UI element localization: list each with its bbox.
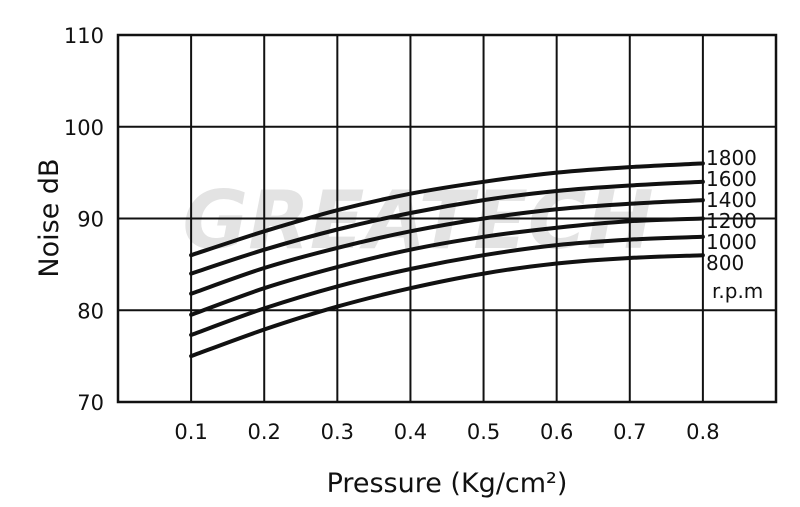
plot-frame <box>116 33 778 404</box>
x-tick-label: 0.3 <box>321 420 354 444</box>
x-tick-label: 0.8 <box>686 420 719 444</box>
series-line-800 <box>189 253 705 359</box>
series-line-1000 <box>189 234 705 337</box>
x-tick-label: 0.7 <box>613 420 646 444</box>
y-tick-label: 110 <box>64 24 104 48</box>
series-label-1400: 1400 <box>706 188 757 212</box>
series-line-1600 <box>189 179 705 276</box>
x-tick-label: 0.5 <box>467 420 500 444</box>
x-tick-label: 0.4 <box>394 420 427 444</box>
series-label-1000: 1000 <box>706 230 757 254</box>
series-curves <box>189 161 705 359</box>
unit-label: r.p.m <box>712 279 763 303</box>
series-line-1800 <box>189 161 705 258</box>
series-line-1400 <box>189 198 705 296</box>
series-label-1800: 1800 <box>706 146 757 170</box>
x-tick-label: 0.2 <box>248 420 281 444</box>
y-tick-label: 90 <box>77 208 104 232</box>
series-label-1600: 1600 <box>706 167 757 191</box>
y-tick-label: 80 <box>77 299 104 323</box>
y-tick-labels: 70 80 90 100 110 <box>64 24 104 415</box>
y-tick-label: 70 <box>77 391 104 415</box>
x-tick-label: 0.6 <box>540 420 573 444</box>
series-label-800: 800 <box>706 251 744 275</box>
series-line-1200 <box>189 216 705 317</box>
x-tick-label: 0.1 <box>174 420 207 444</box>
y-axis-label: Noise dB <box>34 158 65 277</box>
y-tick-label: 100 <box>64 116 104 140</box>
x-tick-labels: 0.1 0.2 0.3 0.4 0.5 0.6 0.7 0.8 <box>174 420 719 444</box>
x-axis-label: Pressure (Kg/cm²) <box>327 468 568 499</box>
series-label-1200: 1200 <box>706 209 757 233</box>
